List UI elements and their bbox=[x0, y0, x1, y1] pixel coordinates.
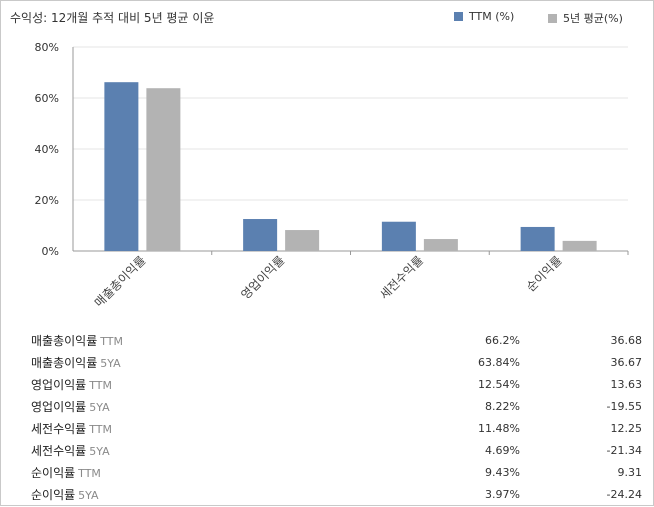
row-label-suffix: 5YA bbox=[78, 489, 99, 502]
row-label: 순이익률 TTM bbox=[31, 462, 101, 485]
y-tick-label: 20% bbox=[35, 194, 59, 207]
table-row: 매출총이익률 5YA 63.84% 36.67 bbox=[0, 352, 654, 374]
row-value-percent: 9.43% bbox=[485, 466, 520, 479]
y-tick-label: 80% bbox=[35, 41, 59, 54]
row-label-text: 영업이익률 bbox=[31, 400, 87, 414]
row-value-percent: 8.22% bbox=[485, 400, 520, 413]
legend-swatch-5yr bbox=[548, 13, 557, 23]
table-row: 영업이익률 5YA 8.22% -19.55 bbox=[0, 396, 654, 418]
row-label: 순이익률 5YA bbox=[31, 484, 99, 507]
row-label-text: 세전수익률 bbox=[31, 444, 87, 458]
table-row: 세전수익률 TTM 11.48% 12.25 bbox=[0, 418, 654, 440]
bar-ttm bbox=[104, 82, 139, 251]
row-label-suffix: 5YA bbox=[89, 401, 110, 414]
row-value-second: 12.25 bbox=[610, 422, 643, 435]
row-label: 영업이익률 5YA bbox=[31, 396, 110, 419]
row-label-text: 순이익률 bbox=[31, 466, 76, 480]
table-row: 순이익률 5YA 3.97% -24.24 bbox=[0, 484, 654, 506]
chart-title: 수익성: 12개월 추적 대비 5년 평균 이윤 bbox=[10, 11, 215, 25]
row-value-percent: 3.97% bbox=[485, 488, 520, 501]
bar-5yr-avg bbox=[285, 230, 320, 251]
row-label: 영업이익률 TTM bbox=[31, 374, 112, 397]
row-label-suffix: 5YA bbox=[100, 357, 121, 370]
bar-5yr-avg bbox=[562, 240, 597, 251]
bar-5yr-avg bbox=[146, 88, 181, 251]
x-tick-label: 매출총이익률 bbox=[92, 253, 149, 310]
x-tick-label: 세전수익률 bbox=[377, 253, 426, 302]
row-label-suffix: TTM bbox=[89, 379, 112, 392]
row-label: 세전수익률 TTM bbox=[31, 418, 112, 441]
bar-ttm bbox=[381, 221, 416, 251]
row-label-text: 매출총이익률 bbox=[31, 334, 98, 348]
row-value-second: 9.31 bbox=[617, 466, 643, 479]
row-value-percent: 63.84% bbox=[478, 356, 520, 369]
table-row: 매출총이익률 TTM 66.2% 36.68 bbox=[0, 330, 654, 352]
row-value-second: 36.67 bbox=[610, 356, 643, 369]
legend-swatch-ttm bbox=[454, 12, 463, 21]
row-label-suffix: TTM bbox=[100, 335, 123, 348]
y-tick-label: 60% bbox=[35, 92, 59, 105]
y-tick-label: 0% bbox=[42, 245, 59, 258]
row-value-percent: 66.2% bbox=[485, 334, 520, 347]
bar-5yr-avg bbox=[423, 239, 458, 251]
row-label: 세전수익률 5YA bbox=[31, 440, 110, 463]
row-label-text: 영업이익률 bbox=[31, 378, 87, 392]
legend-item-ttm: TTM (%) bbox=[454, 10, 514, 23]
bar-ttm bbox=[243, 219, 278, 251]
row-value-second: -19.55 bbox=[606, 400, 642, 413]
row-value-second: 13.63 bbox=[610, 378, 643, 391]
row-label-text: 매출총이익률 bbox=[31, 356, 98, 370]
row-label-suffix: 5YA bbox=[89, 445, 110, 458]
table-row: 영업이익률 TTM 12.54% 13.63 bbox=[0, 374, 654, 396]
row-label-suffix: TTM bbox=[78, 467, 101, 480]
row-label-text: 세전수익률 bbox=[31, 422, 87, 436]
row-value-second: -21.34 bbox=[606, 444, 642, 457]
table-row: 세전수익률 5YA 4.69% -21.34 bbox=[0, 440, 654, 462]
x-tick-label: 영업이익률 bbox=[238, 253, 287, 302]
row-value-second: -24.24 bbox=[606, 488, 642, 501]
row-label-text: 순이익률 bbox=[31, 488, 76, 502]
row-label: 매출총이익률 5YA bbox=[31, 352, 121, 375]
row-value-percent: 11.48% bbox=[478, 422, 520, 435]
table-row: 순이익률 TTM 9.43% 9.31 bbox=[0, 462, 654, 484]
row-value-second: 36.68 bbox=[610, 334, 643, 347]
x-tick-label: 순이익률 bbox=[524, 253, 565, 294]
legend-label-ttm: TTM (%) bbox=[469, 10, 515, 23]
row-value-percent: 12.54% bbox=[478, 378, 520, 391]
bar-ttm bbox=[520, 226, 555, 251]
legend-label-5yr: 5년 평균(%) bbox=[563, 12, 623, 25]
row-label: 매출총이익률 TTM bbox=[31, 330, 123, 353]
y-tick-label: 40% bbox=[35, 143, 59, 156]
legend-item-5yr: 5년 평균(%) bbox=[548, 10, 623, 26]
row-value-percent: 4.69% bbox=[485, 444, 520, 457]
row-label-suffix: TTM bbox=[89, 423, 112, 436]
bar-chart: 0% 20% 40% 60% 80% 매출총이익률 영업이익률 세전수익률 순이익률 bbox=[35, 41, 629, 310]
